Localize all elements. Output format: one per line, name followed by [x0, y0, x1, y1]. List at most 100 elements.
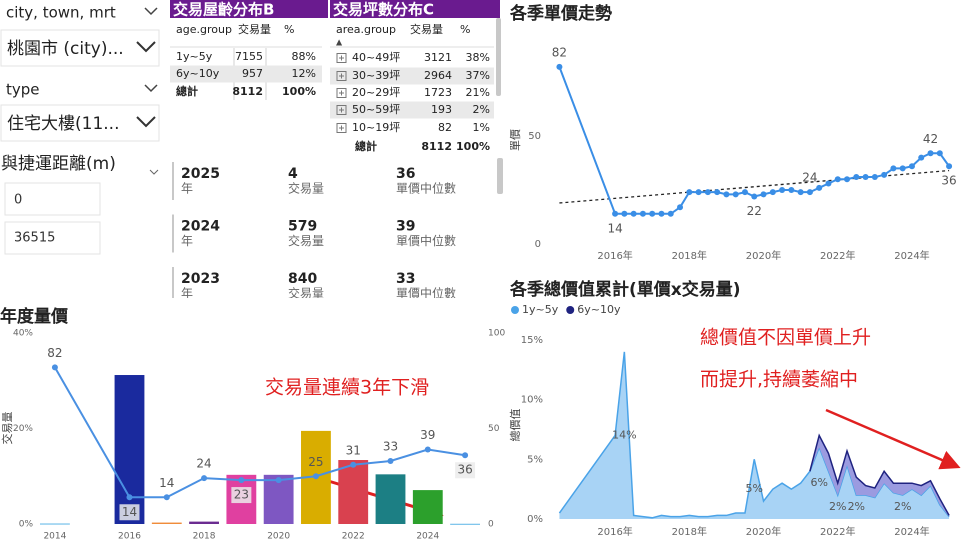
range-max: 36515 — [14, 231, 55, 246]
marker — [612, 210, 619, 217]
slicer-label: 與捷運距離(m) — [1, 154, 116, 174]
marker — [806, 189, 813, 196]
x-tick-label: 2024 — [416, 532, 439, 542]
data-label: 36 — [457, 463, 472, 477]
range-max-input[interactable] — [4, 221, 101, 255]
cell: 38% — [466, 51, 490, 64]
annotation: 交易量連續3年下滑 — [265, 377, 429, 399]
cell: 12% — [292, 67, 316, 80]
marker — [649, 210, 656, 217]
x-tick-label: 2020年 — [746, 249, 781, 262]
x-tick-label: 2018年 — [672, 525, 707, 538]
x-tick-label: 2018年 — [672, 249, 707, 262]
total-cell: 100% — [456, 140, 490, 153]
marker — [918, 154, 925, 161]
marker — [387, 457, 394, 464]
chevron[interactable] — [144, 84, 158, 93]
chevron[interactable] — [149, 169, 159, 175]
total-cell: 100% — [282, 85, 316, 98]
y2-tick-label: 100 — [488, 329, 505, 339]
label-bg — [455, 462, 476, 479]
cell: 1y~5y — [176, 50, 213, 63]
marker — [556, 63, 563, 70]
sort-arrow[interactable]: ▲ — [336, 38, 343, 47]
scrollbar[interactable] — [497, 158, 503, 194]
expand-icon — [339, 125, 344, 131]
area-line — [809, 433, 950, 516]
card-label: 單價中位數 — [396, 286, 456, 301]
cell: 10~19坪 — [352, 121, 400, 134]
expand-icon[interactable] — [336, 88, 347, 98]
marker — [621, 210, 628, 217]
cell: 82 — [438, 121, 452, 134]
cell: 1723 — [424, 86, 452, 99]
scrollbar[interactable] — [496, 18, 501, 96]
total-cell: 8112 — [421, 140, 452, 153]
data-label: 39 — [420, 428, 435, 442]
x-tick-label: 2016 — [118, 532, 141, 542]
card-label: 單價中位數 — [396, 233, 456, 248]
chevron[interactable] — [144, 7, 158, 16]
cell: 2964 — [424, 69, 452, 82]
bar — [375, 474, 406, 524]
column-header: area.group — [336, 23, 396, 36]
y-tick-label: 10% — [521, 395, 543, 406]
marker — [732, 191, 739, 198]
card-value: 840 — [288, 271, 317, 287]
y-tick-label: 0 — [535, 239, 541, 250]
card-label: 年 — [181, 234, 193, 248]
marker — [275, 477, 282, 484]
data-label: 33 — [383, 439, 398, 453]
slicer-label: city, town, mrt — [6, 4, 116, 22]
chevron — [136, 116, 156, 128]
cell: 40~49坪 — [352, 51, 400, 64]
cell: 21% — [466, 86, 490, 99]
x-tick-label: 2020年 — [746, 525, 781, 538]
card-value: 2023 — [181, 271, 220, 287]
y2-tick-label: 50 — [488, 424, 500, 434]
y-tick-label: 20% — [13, 424, 33, 434]
range-min-input[interactable] — [4, 182, 101, 216]
bar — [40, 523, 70, 525]
table-header-bar — [170, 0, 328, 18]
marker — [238, 477, 245, 484]
cell: 50~59坪 — [352, 103, 400, 116]
marker — [695, 189, 702, 196]
marker — [899, 165, 906, 172]
marker — [312, 473, 319, 480]
marker — [769, 189, 776, 196]
cell: 2% — [473, 103, 490, 116]
data-label: 36 — [941, 174, 956, 188]
x-tick-label: 2022年 — [820, 525, 855, 538]
expand-icon — [339, 73, 344, 79]
expand-icon[interactable] — [336, 71, 347, 81]
x-tick-label: 2018 — [193, 532, 216, 542]
legend-swatch — [566, 306, 575, 314]
expand-icon[interactable] — [336, 53, 347, 63]
marker — [350, 461, 357, 468]
dropdown[interactable] — [0, 29, 160, 67]
expand-icon[interactable] — [336, 123, 347, 133]
marker — [51, 364, 58, 371]
column-header: age.group — [176, 23, 232, 36]
marker — [927, 150, 934, 157]
marker — [630, 210, 637, 217]
marker — [936, 150, 943, 157]
y-tick-label: 15% — [521, 335, 543, 346]
dropdown[interactable] — [0, 104, 160, 142]
chevron — [136, 41, 156, 53]
label-bg — [119, 504, 140, 521]
card-value: 39 — [396, 219, 415, 235]
marker — [201, 475, 208, 482]
line — [558, 66, 950, 215]
bar — [151, 522, 182, 524]
slicer-value: 住宅大樓(11... — [7, 114, 119, 134]
data-label: 2% — [848, 500, 865, 513]
data-label: 82 — [552, 45, 567, 59]
card-value: 579 — [288, 219, 317, 235]
marker — [704, 189, 711, 196]
expand-icon[interactable] — [336, 105, 347, 115]
marker — [741, 189, 748, 196]
data-label: 14 — [159, 476, 174, 490]
card-value: 2024 — [181, 219, 220, 235]
